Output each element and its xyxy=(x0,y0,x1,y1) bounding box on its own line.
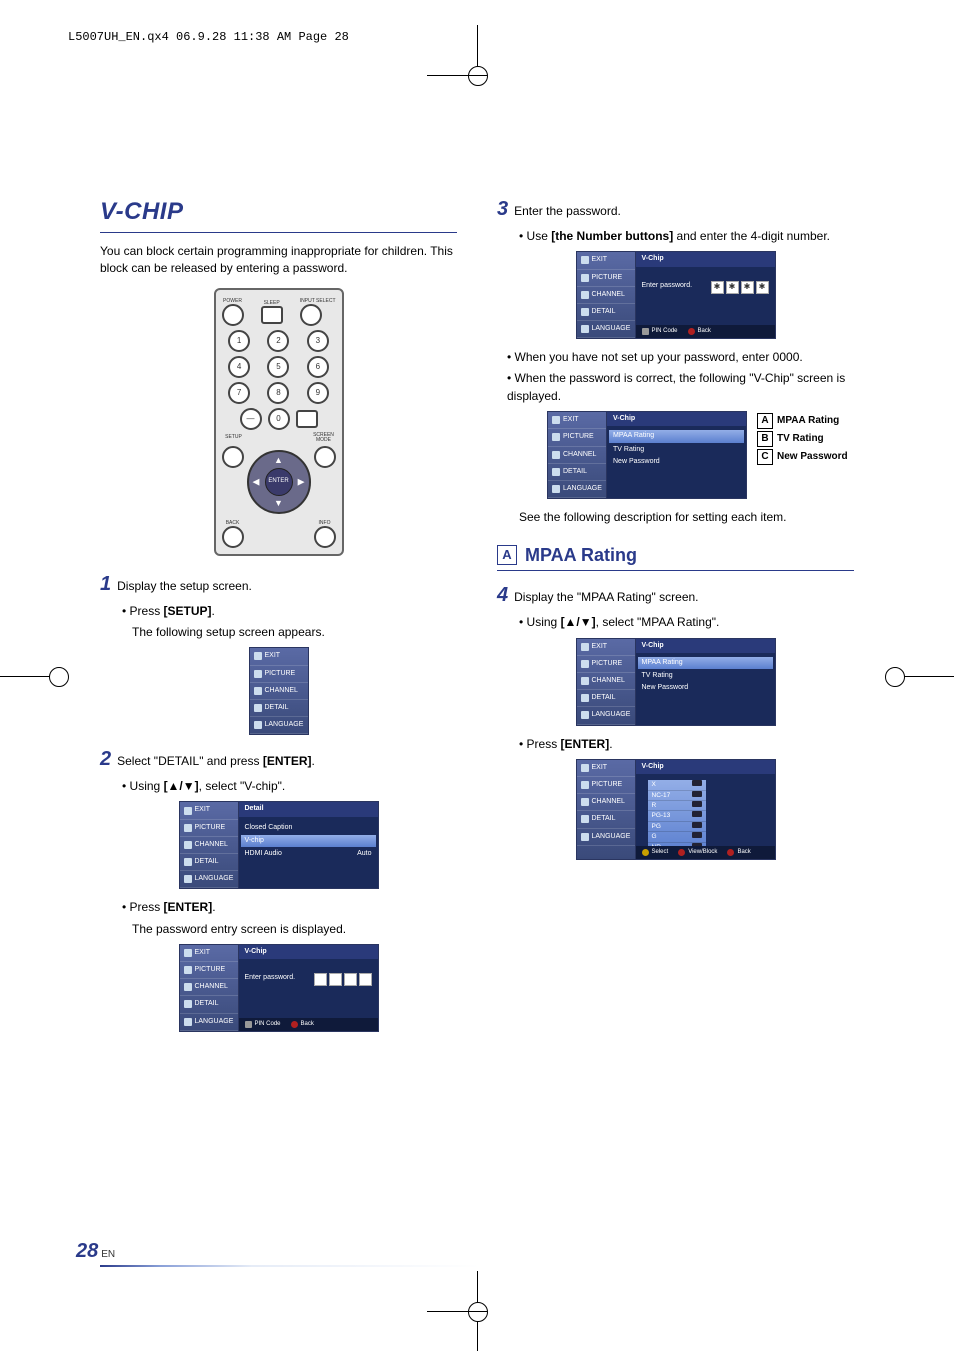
osd-sidebar-item: PICTURE xyxy=(250,666,308,683)
step4-bullet1: • Using [▲/▼], select "MPAA Rating". xyxy=(519,614,854,631)
osd-setup-screen: EXIT PICTURE CHANNEL DETAIL LANGUAGE xyxy=(249,647,309,735)
remote-btn-screenmode xyxy=(314,446,336,468)
remote-num: 9 xyxy=(307,382,329,404)
print-header: L5007UH_EN.qx4 06.9.28 11:38 AM Page 28 xyxy=(68,30,349,44)
remote-label-sleep: SLEEP xyxy=(261,301,283,306)
osd-sidebar-item: CHANNEL xyxy=(250,683,308,700)
subsection-heading: A MPAA Rating xyxy=(497,542,854,571)
remote-btn-dash: — xyxy=(240,408,262,430)
osd-vchip-menu: EXIT PICTURE CHANNEL DETAIL LANGUAGE V-C… xyxy=(547,411,747,499)
osd-title: V-Chip xyxy=(239,945,378,959)
page: L5007UH_EN.qx4 06.9.28 11:38 AM Page 28 … xyxy=(0,0,954,1351)
osd-vchip-select-mpaa: EXIT PICTURE CHANNEL DETAIL LANGUAGE V-C… xyxy=(576,638,776,726)
osd-row: HDMI AudioAuto xyxy=(245,849,372,859)
remote-label-power: POWER xyxy=(222,299,244,304)
remote-btn-enter: ENTER xyxy=(265,468,293,496)
remote-btn-sleep xyxy=(261,306,283,324)
step3-bullet1: • Use [the Number buttons] and enter the… xyxy=(519,228,854,245)
osd-password-screen: EXIT PICTURE CHANNEL DETAIL LANGUAGE V-C… xyxy=(179,944,379,1032)
osd-row-selected: V-chip xyxy=(241,835,376,847)
step2-sub2: The password entry screen is displayed. xyxy=(132,921,457,938)
step-num: 4 xyxy=(497,581,508,610)
remote-btn-back xyxy=(222,526,244,548)
osd-title: Detail xyxy=(239,802,378,816)
remote-label-info: INFO xyxy=(314,521,336,526)
crop-mark-bottom xyxy=(457,1291,497,1331)
remote-label-back: BACK xyxy=(222,521,244,526)
page-number-bar xyxy=(100,1265,860,1267)
crop-mark-top xyxy=(457,55,497,95)
remote-num: 5 xyxy=(267,356,289,378)
osd-sidebar-item: LANGUAGE xyxy=(250,717,308,734)
remote-num: 4 xyxy=(228,356,250,378)
crop-mark-right xyxy=(894,656,954,696)
section-title: V-CHIP xyxy=(100,195,457,233)
remote-btn-info xyxy=(314,526,336,548)
remote-btn-input xyxy=(300,304,322,326)
remote-num: 1 xyxy=(228,330,250,352)
step-text: Display the setup screen. xyxy=(117,578,252,595)
callout-labels: AMPAA Rating BTV Rating CNew Password xyxy=(757,411,848,467)
remote-num: 8 xyxy=(267,382,289,404)
remote-label-screen: SCREEN MODE xyxy=(312,433,336,443)
intro-paragraph: You can block certain programming inappr… xyxy=(100,243,457,278)
osd-password-entered: EXIT PICTURE CHANNEL DETAIL LANGUAGE V-C… xyxy=(576,251,776,339)
osd-row: Closed Caption xyxy=(245,823,372,833)
crop-mark-left xyxy=(0,656,60,696)
step4-bullet2: • Press [ENTER]. xyxy=(519,736,854,753)
remote-num: 6 xyxy=(307,356,329,378)
step3-tail: See the following description for settin… xyxy=(519,509,854,526)
step-4: 4 Display the "MPAA Rating" screen. xyxy=(497,581,854,610)
remote-label-setup: SETUP xyxy=(222,435,246,440)
osd-mpaa-ratings: EXIT PICTURE CHANNEL DETAIL LANGUAGE V-C… xyxy=(576,759,776,860)
step-text: Enter the password. xyxy=(514,203,621,220)
subsection-letter: A xyxy=(497,545,517,565)
step-text: Select "DETAIL" and press [ENTER]. xyxy=(117,753,315,770)
osd-sidebar-item: DETAIL xyxy=(250,700,308,717)
right-column: 3 Enter the password. • Use [the Number … xyxy=(497,195,854,1042)
step-num: 3 xyxy=(497,195,508,224)
step1-sub: The following setup screen appears. xyxy=(132,624,457,641)
step3-note2: • When the password is correct, the foll… xyxy=(507,370,854,405)
step1-bullet1: • Press [SETUP]. xyxy=(122,603,457,620)
remote-btn-still xyxy=(296,410,318,428)
step-3: 3 Enter the password. xyxy=(497,195,854,224)
step-num: 2 xyxy=(100,745,111,774)
left-column: V-CHIP You can block certain programming… xyxy=(100,195,457,1042)
step-text: Display the "MPAA Rating" screen. xyxy=(514,589,698,606)
remote-num: 3 xyxy=(307,330,329,352)
osd-password-row: Enter password. xyxy=(245,973,372,986)
step3-note1: • When you have not set up your password… xyxy=(507,349,854,366)
page-number: 28 EN xyxy=(76,1240,115,1263)
osd-sidebar-item: EXIT xyxy=(250,648,308,665)
osd-detail-screen: EXIT PICTURE CHANNEL DETAIL LANGUAGE Det… xyxy=(179,801,379,889)
subsection-title: MPAA Rating xyxy=(525,542,637,568)
remote-num: 7 xyxy=(228,382,250,404)
remote-btn-setup xyxy=(222,446,244,468)
remote-num: 2 xyxy=(267,330,289,352)
step2-bullet1: • Using [▲/▼], select "V-chip". xyxy=(122,778,457,795)
step-2: 2 Select "DETAIL" and press [ENTER]. xyxy=(100,745,457,774)
step-num: 1 xyxy=(100,570,111,599)
remote-label-input: INPUT SELECT xyxy=(300,299,336,304)
remote-num: 0 xyxy=(268,408,290,430)
remote-illustration: POWER SLEEP INPUT SELECT 1 xyxy=(214,288,344,556)
remote-btn-power xyxy=(222,304,244,326)
step-1: 1 Display the setup screen. xyxy=(100,570,457,599)
step2-bullet2: • Press [ENTER]. xyxy=(122,899,457,916)
remote-navpad: ▲ ▼ ◀ ▶ ENTER xyxy=(247,450,311,514)
